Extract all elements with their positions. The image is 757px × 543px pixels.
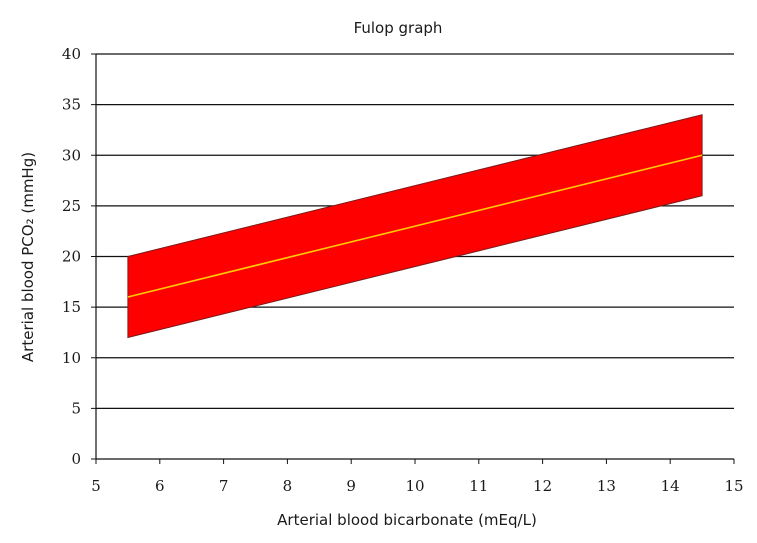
y-tick-label-30: 30: [62, 146, 81, 164]
axes: [91, 53, 735, 464]
y-tick-label-5: 5: [71, 399, 81, 417]
x-tick-label-5: 5: [91, 477, 101, 495]
y-tick-label-25: 25: [62, 197, 81, 215]
x-tick-labels: 5 6 7 8 9 10 11 12 13 14 15: [91, 477, 743, 495]
y-axis-label: Arterial blood PCO₂ (mmHg): [19, 152, 37, 362]
x-tick-label-12: 12: [533, 477, 552, 495]
chart-title: Fulop graph: [354, 19, 443, 37]
x-tick-label-6: 6: [155, 477, 165, 495]
y-tick-label-40: 40: [62, 45, 81, 63]
series-lines: [127, 154, 703, 298]
y-tick-label-20: 20: [62, 248, 81, 266]
series-line-0: [127, 154, 703, 298]
x-tick-label-8: 8: [283, 477, 293, 495]
y-tick-label-35: 35: [62, 96, 81, 114]
x-tick-label-15: 15: [724, 477, 743, 495]
x-tick-label-7: 7: [219, 477, 229, 495]
x-tick-label-13: 13: [597, 477, 616, 495]
y-tick-labels: 0 5 10 15 20 25 30 35 40: [62, 45, 81, 468]
x-tick-label-9: 9: [346, 477, 356, 495]
x-axis-label: Arterial blood bicarbonate (mEq/L): [277, 511, 537, 529]
y-tick-label-0: 0: [71, 450, 81, 468]
y-tick-label-10: 10: [62, 349, 81, 367]
x-tick-label-11: 11: [469, 477, 488, 495]
x-tick-label-10: 10: [405, 477, 424, 495]
x-tick-label-14: 14: [661, 477, 680, 495]
y-tick-label-15: 15: [62, 298, 81, 316]
